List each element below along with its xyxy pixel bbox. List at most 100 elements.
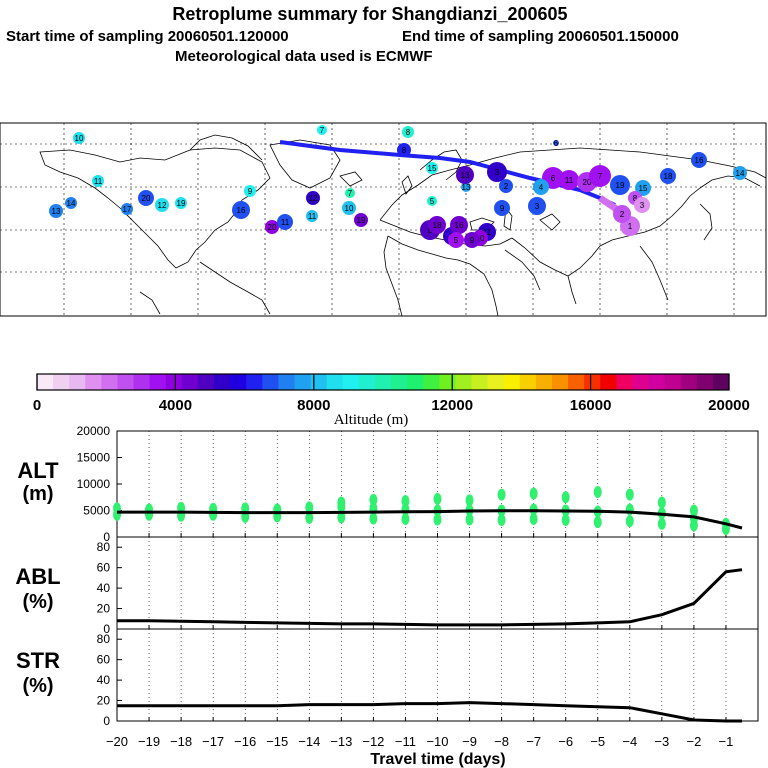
colorbar-swatch [664, 374, 682, 390]
scatter-point [497, 488, 506, 501]
x-tick-label: −10 [426, 734, 448, 749]
y-tick-label: 0 [103, 714, 110, 728]
plume-marker-label: 19 [357, 216, 366, 225]
colorbar-swatch [696, 374, 714, 390]
plume-marker-label: 11 [308, 212, 317, 221]
plume-marker-label: 16 [455, 221, 464, 230]
y-tick-label: 60 [97, 653, 111, 667]
colorbar-swatch [632, 374, 650, 390]
panel-label: STR [16, 648, 60, 673]
plume-marker-label: 15 [639, 184, 648, 193]
colorbar-label: Altitude (m) [334, 412, 409, 428]
x-tick-label: −17 [202, 734, 224, 749]
colorbar-swatch [165, 374, 183, 390]
plume-marker: 9 [244, 185, 256, 197]
colorbar-swatch [471, 374, 489, 390]
colorbar-swatch [374, 374, 392, 390]
y-tick-label: 80 [97, 632, 111, 646]
plume-marker-label: 20 [268, 223, 277, 232]
scatter-point [145, 503, 154, 516]
colorbar-swatch [407, 374, 424, 390]
plume-marker-label: 14 [736, 169, 745, 178]
scatter-point [625, 515, 634, 528]
colorbar-swatch [680, 374, 698, 390]
x-tick-label: −16 [234, 734, 256, 749]
plume-marker-label: 13 [462, 183, 471, 192]
colorbar-swatch [53, 374, 70, 390]
scatter-point [625, 488, 634, 501]
panel-unit-label: (%) [22, 591, 53, 613]
scatter-point [593, 485, 602, 498]
plume-marker: 12 [306, 191, 320, 205]
x-tick-label: −6 [558, 734, 573, 749]
y-tick-label: 20000 [77, 424, 111, 438]
scatter-point [305, 511, 314, 524]
panel-unit-label: (%) [22, 675, 53, 697]
plume-marker-label: 8 [406, 128, 411, 137]
plume-marker: 20 [265, 220, 279, 234]
plume-marker-label: 10 [476, 234, 485, 243]
y-tick-label: 40 [97, 673, 111, 687]
x-tick-label: −19 [138, 734, 160, 749]
plume-marker: 5 [427, 196, 437, 206]
figure-title: Retroplume summary for Shangdianzi_20060… [172, 4, 567, 24]
x-tick-label: −2 [686, 734, 701, 749]
plume-marker-label: 6 [554, 139, 559, 148]
colorbar-tick-label: 12000 [431, 397, 473, 414]
colorbar-swatch [294, 374, 312, 390]
plume-marker: 7 [317, 125, 327, 135]
scatter-point [657, 517, 666, 530]
plume-marker-label: 18 [664, 172, 673, 181]
colorbar-swatch [197, 374, 215, 390]
y-tick-label: 0 [103, 622, 110, 636]
plume-marker: 3 [487, 162, 507, 182]
plume-marker: 3 [528, 197, 546, 215]
plume-marker: 18 [428, 216, 446, 234]
plume-marker-label: 19 [616, 181, 625, 190]
plume-marker-label: 12 [158, 201, 167, 210]
y-tick-label: 60 [97, 561, 111, 575]
colorbar-swatch [342, 374, 360, 390]
colorbar-swatch [326, 374, 344, 390]
colorbar-swatch [37, 374, 54, 390]
colorbar-swatch [101, 374, 118, 390]
y-tick-label: 20 [97, 602, 111, 616]
panel-abl: 0 20 40 60 80 ABL(%) [15, 536, 759, 636]
x-tick-label: −20 [106, 734, 128, 749]
y-tick-label: 40 [97, 581, 111, 595]
panel-label: ALT [17, 458, 59, 483]
scatter-point [401, 512, 410, 525]
scatter-point [433, 513, 442, 526]
x-tick-label: −1 [719, 734, 734, 749]
series-line [117, 509, 743, 530]
colorbar-swatch [230, 374, 247, 390]
plume-marker-label: 18 [433, 221, 442, 230]
plume-marker: 11 [559, 170, 579, 190]
plume-marker: 15 [426, 162, 438, 174]
panel-label: ABL [15, 564, 60, 589]
colorbar-tick-label: 20000 [708, 397, 750, 414]
plume-marker: 20 [138, 190, 154, 206]
plume-marker: 17 [121, 203, 133, 215]
plume-marker-label: 11 [483, 228, 492, 237]
plume-marker: 9 [464, 232, 480, 248]
colorbar-swatch [439, 374, 456, 390]
plume-marker: 2 [499, 179, 513, 193]
scatter-point [369, 512, 378, 525]
altitude-colorbar: 0 4000 8000 12000 16000 20000 [33, 373, 750, 414]
scatter-point [305, 501, 314, 514]
plume-marker: 11 [277, 214, 293, 230]
y-tick-label: 20 [97, 694, 111, 708]
colorbar-swatch [246, 374, 263, 390]
plume-marker: 19 [354, 213, 368, 227]
plume-marker: 4 [533, 179, 549, 195]
x-tick-label: −11 [395, 734, 416, 749]
y-tick-label: 5000 [83, 504, 110, 518]
colorbar-swatch [358, 374, 376, 390]
colorbar-swatch [181, 374, 199, 390]
colorbar-tick-label: 8000 [297, 397, 330, 414]
panel-alt: 0 5000 10000 15000 20000 ALT(m) [17, 424, 759, 544]
x-tick-label: −15 [266, 734, 288, 749]
